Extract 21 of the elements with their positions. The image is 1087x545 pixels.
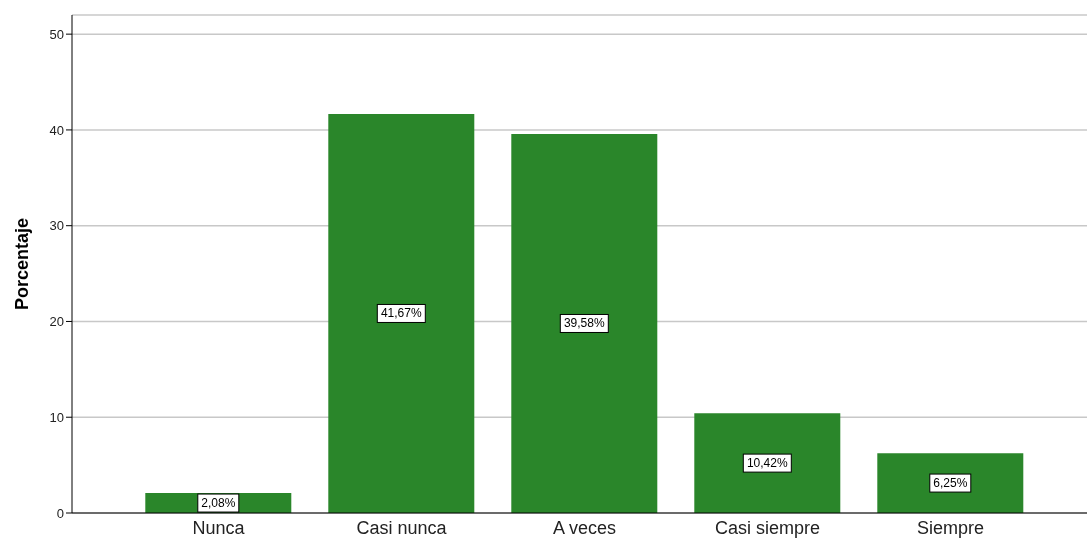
bar xyxy=(877,453,1024,513)
data-label: 39,58% xyxy=(563,316,605,331)
data-label: 6,25% xyxy=(933,476,968,491)
bar xyxy=(328,113,475,513)
x-tick-label: A veces xyxy=(552,517,617,538)
bar xyxy=(511,133,658,513)
y-axis-title: Porcentaje xyxy=(12,217,33,311)
y-tick-label: 0 xyxy=(56,505,64,521)
y-tick-label: 50 xyxy=(49,26,64,42)
x-tick-label: Casi siempre xyxy=(714,517,821,538)
data-label: 2,08% xyxy=(201,496,236,511)
y-tick-label: 30 xyxy=(49,218,64,234)
y-tick-label: 10 xyxy=(49,409,64,425)
data-label: 10,42% xyxy=(746,456,788,471)
data-label: 41,67% xyxy=(380,306,422,321)
x-tick-label: Siempre xyxy=(916,517,985,538)
y-tick-label: 20 xyxy=(49,314,64,330)
bar xyxy=(694,413,841,513)
x-tick-label: Nunca xyxy=(192,517,246,538)
y-tick-label: 40 xyxy=(49,122,64,138)
x-tick-label: Casi nunca xyxy=(356,517,448,538)
